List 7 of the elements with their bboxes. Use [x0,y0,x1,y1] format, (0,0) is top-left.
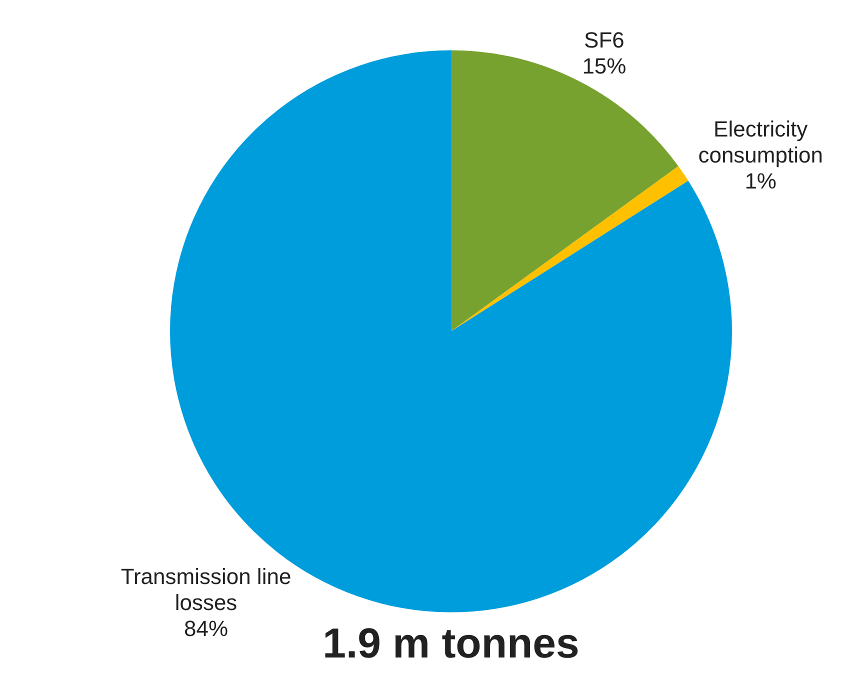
slice-label: SF6 [584,27,624,52]
slice-label: Electricity consumption [698,116,823,168]
data-label: 15% [582,53,626,78]
slice-label: Transmission line losses [120,564,292,615]
data-label: 1% [744,168,776,194]
text: 1.9 m tonnes [322,619,580,666]
data-label: 84% [184,616,228,641]
